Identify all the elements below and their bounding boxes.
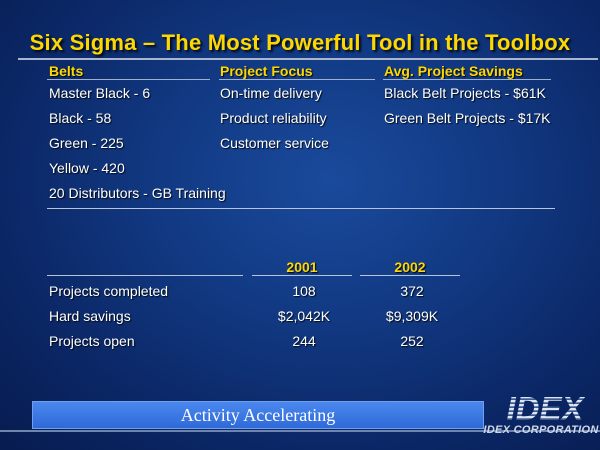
- header-avg-project-savings: Avg. Project Savings: [384, 63, 523, 79]
- stats-value-2001: 108: [292, 283, 316, 299]
- stats-label-underline: [47, 275, 243, 276]
- logo-caption: IDEX CORPORATION: [483, 424, 599, 436]
- belt-item: Green - 225: [49, 135, 124, 151]
- svg-text:IDEX: IDEX: [506, 392, 585, 424]
- header-underline-belts: [47, 79, 210, 80]
- stats-value-2002: $9,309K: [385, 308, 439, 324]
- focus-item: On-time delivery: [220, 85, 322, 101]
- stats-row-label: Hard savings: [49, 308, 131, 324]
- stats-value-2002: 372: [400, 283, 424, 299]
- section-divider: [47, 208, 555, 209]
- stats-row-label: Projects open: [49, 333, 135, 349]
- savings-item: Black Belt Projects - $61K: [384, 85, 546, 101]
- belt-item: 20 Distributors - GB Training: [49, 185, 226, 201]
- stats-value-2002: 252: [400, 333, 424, 349]
- footer-divider: [0, 430, 600, 432]
- belt-item: Yellow - 420: [49, 160, 125, 176]
- year-header-2002: 2002: [394, 259, 426, 275]
- header-underline-focus: [219, 79, 375, 80]
- activity-banner: Activity Accelerating: [32, 401, 484, 429]
- savings-item: Green Belt Projects - $17K: [384, 110, 551, 126]
- belt-item: Master Black - 6: [49, 85, 151, 101]
- belt-item: Black - 58: [49, 110, 112, 126]
- slide-title: Six Sigma – The Most Powerful Tool in th…: [29, 30, 571, 55]
- year-underline-2001: [252, 275, 352, 276]
- header-underline-savings: [383, 79, 551, 80]
- stats-row-label: Projects completed: [49, 283, 169, 299]
- focus-item: Customer service: [220, 135, 329, 151]
- focus-item: Product reliability: [220, 110, 327, 126]
- stats-value-2001: $2,042K: [277, 308, 331, 324]
- year-underline-2002: [360, 275, 460, 276]
- title-divider: [18, 58, 598, 60]
- header-belts: Belts: [49, 63, 84, 79]
- idex-logo-icon: IDEX: [506, 392, 585, 424]
- year-header-2001: 2001: [286, 259, 318, 275]
- header-project-focus: Project Focus: [220, 63, 313, 79]
- stats-value-2001: 244: [292, 333, 316, 349]
